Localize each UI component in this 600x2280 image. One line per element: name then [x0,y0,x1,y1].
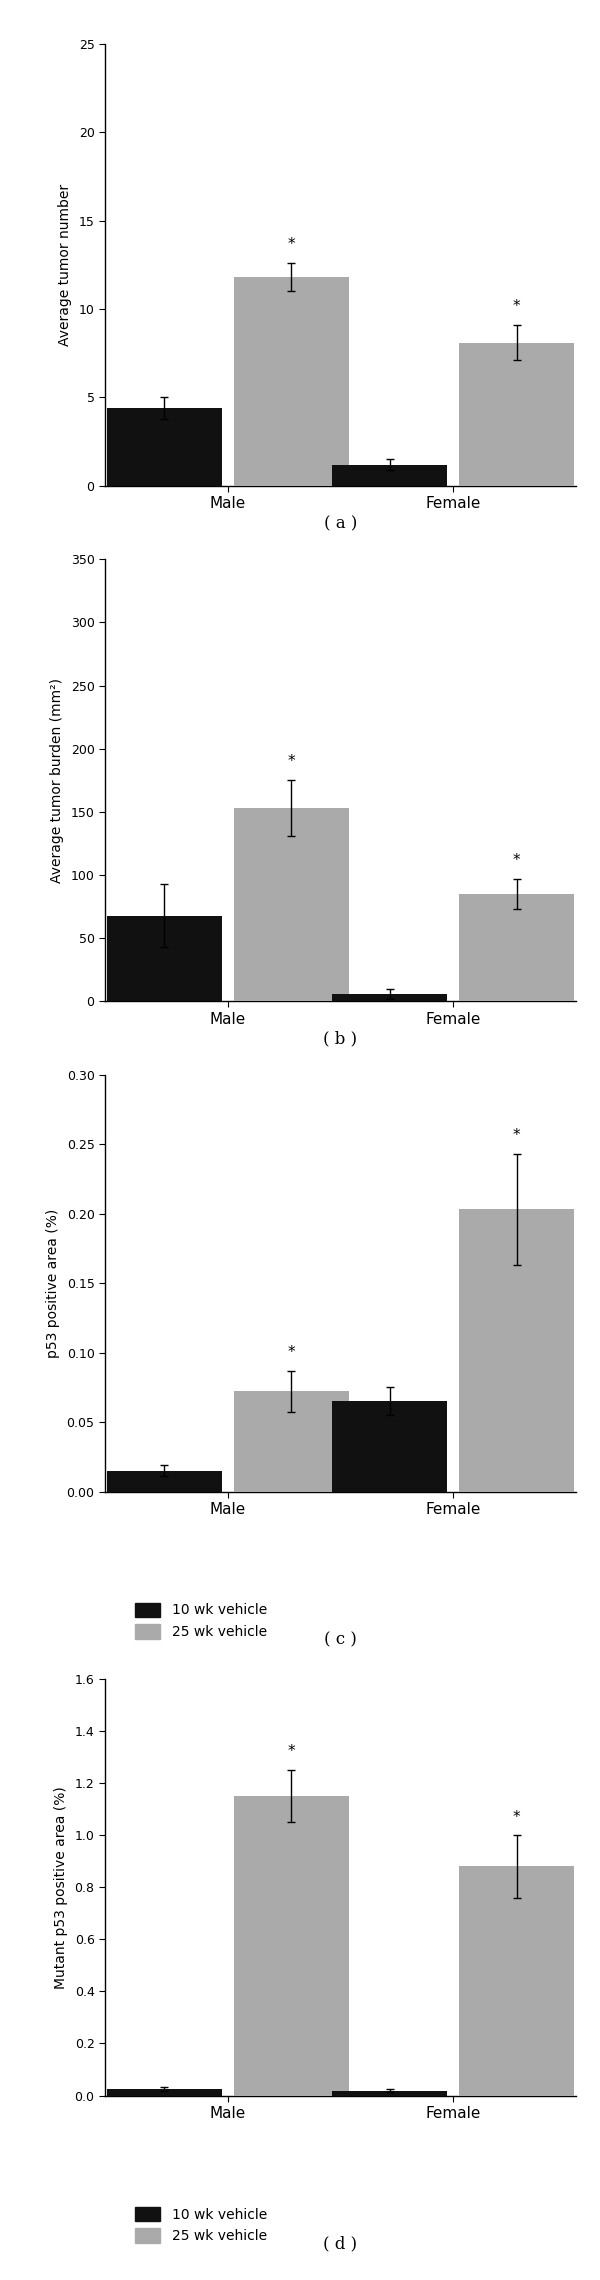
Text: ( b ): ( b ) [323,1031,358,1047]
Bar [459,1208,574,1491]
Bar [332,994,447,1001]
Y-axis label: Average tumor burden (mm²): Average tumor burden (mm²) [50,677,64,882]
Bar [459,1867,574,2095]
Text: ( d ): ( d ) [323,2237,358,2253]
Bar [459,342,574,486]
Bar [332,2091,447,2095]
Bar [332,465,447,486]
Legend: 10 wk vehicle, 25 wk vehicle: 10 wk vehicle, 25 wk vehicle [136,1603,267,1639]
Bar [234,1391,349,1491]
Text: ( a ): ( a ) [324,515,357,531]
Text: *: * [287,237,295,251]
Bar [234,1797,349,2095]
Y-axis label: Mutant p53 positive area (%): Mutant p53 positive area (%) [53,1785,68,1988]
Bar [332,1402,447,1491]
Text: ( c ): ( c ) [324,1632,357,1648]
Bar [107,1471,222,1491]
Text: *: * [513,1129,520,1145]
Bar [234,278,349,486]
Y-axis label: p53 positive area (%): p53 positive area (%) [46,1208,59,1357]
Text: *: * [287,1744,295,1760]
Bar [234,807,349,1001]
Legend: 10 wk vehicle, 25 wk vehicle: 10 wk vehicle, 25 wk vehicle [136,2207,267,2244]
Bar [107,2088,222,2095]
Text: *: * [287,755,295,768]
Bar [107,917,222,1001]
Text: *: * [513,853,520,869]
Text: *: * [513,299,520,315]
Y-axis label: Average tumor number: Average tumor number [58,185,72,347]
Text: *: * [287,1345,295,1361]
Bar [459,894,574,1001]
Bar [107,408,222,486]
Text: *: * [513,1810,520,1824]
